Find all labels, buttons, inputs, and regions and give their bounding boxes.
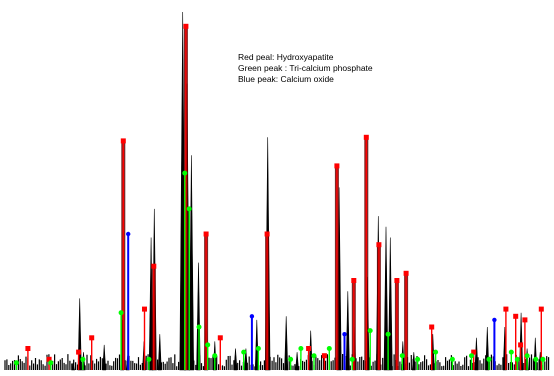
hydroxyapatite-peak-marker-24 bbox=[522, 317, 528, 323]
calcium-oxide-peak-marker-2 bbox=[342, 332, 347, 337]
black-peak-9 bbox=[157, 334, 162, 371]
tri-calcium-phosphate-peak-marker-8 bbox=[205, 342, 211, 348]
tri-calcium-phosphate-peak-marker-16 bbox=[349, 356, 355, 362]
tri-calcium-phosphate-peak-marker-7 bbox=[196, 324, 202, 330]
hydroxyapatite-peak-marker-15 bbox=[363, 134, 369, 140]
hydroxyapatite-peak-marker-20 bbox=[471, 349, 477, 355]
tri-calcium-phosphate-peak-marker-15 bbox=[326, 346, 332, 351]
hydroxyapatite-peak-marker-5 bbox=[142, 306, 147, 312]
hydroxyapatite-peak-marker-3 bbox=[89, 335, 95, 341]
hydroxyapatite-peak-marker-12 bbox=[321, 353, 327, 359]
hydroxyapatite-peak-marker-21 bbox=[503, 306, 509, 312]
hydroxyapatite-peak-marker-23 bbox=[518, 342, 524, 348]
black-peak-3 bbox=[102, 344, 107, 371]
black-peak-20 bbox=[284, 316, 289, 371]
legend-annotation: Red peal: Hydroxyapatite Green peak : Tr… bbox=[238, 52, 373, 84]
legend-line-hydroxyapatite: Red peal: Hydroxyapatite bbox=[238, 52, 334, 62]
tri-calcium-phosphate-peak-marker-12 bbox=[288, 356, 294, 362]
black-peak-31 bbox=[411, 352, 416, 371]
tri-calcium-phosphate-peak-marker-14 bbox=[311, 353, 317, 359]
hydroxyapatite-peak-marker-4 bbox=[120, 138, 126, 144]
tri-calcium-phosphate-peak-marker-21 bbox=[433, 349, 439, 355]
black-peak-16 bbox=[233, 348, 238, 371]
calcium-oxide-peak-marker-0 bbox=[126, 231, 131, 237]
hydroxyapatite-peak-marker-0 bbox=[25, 346, 31, 351]
tri-calcium-phosphate-peak-marker-27 bbox=[524, 353, 530, 359]
hydroxyapatite-peak-marker-10 bbox=[264, 231, 270, 237]
tri-calcium-phosphate-peak-marker-20 bbox=[415, 356, 421, 362]
calcium-oxide-peak-marker-3 bbox=[492, 317, 497, 323]
tri-calcium-phosphate-peak-marker-29 bbox=[540, 356, 546, 362]
hydroxyapatite-peak-marker-6 bbox=[151, 263, 157, 269]
hydroxyapatite-peak-marker-7 bbox=[183, 23, 189, 29]
legend-line-tricalcium-phosphate: Green peak : Tri-calcium phosphate bbox=[238, 63, 373, 73]
calcium-oxide-peak-marker-1 bbox=[249, 314, 255, 319]
black-peak-29 bbox=[388, 237, 393, 371]
tri-calcium-phosphate-peak-marker-26 bbox=[514, 356, 520, 362]
tri-calcium-phosphate-peak-marker-22 bbox=[449, 356, 455, 362]
black-peak-21 bbox=[295, 352, 299, 371]
tri-calcium-phosphate-peak-marker-23 bbox=[469, 353, 474, 359]
hydroxyapatite-peak-marker-25 bbox=[538, 306, 544, 312]
tri-calcium-phosphate-peak-marker-17 bbox=[367, 328, 373, 334]
hydroxyapatite-peak-marker-9 bbox=[217, 335, 223, 341]
tri-calcium-phosphate-peak-marker-2 bbox=[80, 356, 86, 362]
tri-calcium-phosphate-peak-marker-5 bbox=[182, 170, 188, 176]
tri-calcium-phosphate-peak-marker-18 bbox=[385, 331, 391, 337]
hydroxyapatite-peak-marker-22 bbox=[513, 313, 519, 319]
hydroxyapatite-peak-marker-2 bbox=[76, 349, 82, 355]
black-peak-17 bbox=[244, 348, 248, 371]
tri-calcium-phosphate-peak-marker-10 bbox=[241, 349, 247, 355]
black-peak-12 bbox=[188, 155, 195, 371]
tri-calcium-phosphate-peak-marker-11 bbox=[255, 346, 261, 351]
tri-calcium-phosphate-peak-marker-13 bbox=[298, 346, 304, 351]
legend-line-calcium-oxide: Blue peak: Calcium oxide bbox=[238, 74, 334, 84]
tri-calcium-phosphate-peak-marker-1 bbox=[48, 360, 54, 366]
hydroxyapatite-peak-marker-19 bbox=[429, 324, 435, 330]
tri-calcium-phosphate-peak-marker-4 bbox=[146, 356, 152, 362]
hydroxyapatite-peak-marker-1 bbox=[46, 356, 52, 362]
hydroxyapatite-peak-marker-14 bbox=[351, 278, 357, 283]
hydroxyapatite-peak-marker-16 bbox=[376, 242, 382, 248]
tri-calcium-phosphate-peak-marker-19 bbox=[399, 353, 405, 359]
series-peak-layer bbox=[13, 23, 546, 371]
black-peak-0 bbox=[71, 362, 75, 371]
tri-calcium-phosphate-peak-marker-28 bbox=[533, 356, 539, 362]
black-peak-24 bbox=[345, 291, 350, 371]
tri-calcium-phosphate-peak-marker-24 bbox=[486, 356, 492, 362]
tri-calcium-phosphate-peak-marker-9 bbox=[212, 353, 218, 359]
hydroxyapatite-peak-marker-13 bbox=[334, 163, 340, 169]
tri-calcium-phosphate-peak-marker-3 bbox=[118, 310, 124, 316]
hydroxyapatite-peak-marker-8 bbox=[203, 231, 209, 237]
hydroxyapatite-peak-marker-18 bbox=[403, 270, 409, 276]
tri-calcium-phosphate-peak-marker-0 bbox=[13, 360, 19, 366]
hydroxyapatite-peak-marker-11 bbox=[306, 346, 312, 351]
tri-calcium-phosphate-peak-marker-25 bbox=[508, 349, 514, 355]
tri-calcium-phosphate-peak-marker-6 bbox=[186, 206, 192, 212]
hydroxyapatite-peak-marker-17 bbox=[394, 278, 400, 283]
black-peak-18 bbox=[254, 319, 259, 371]
